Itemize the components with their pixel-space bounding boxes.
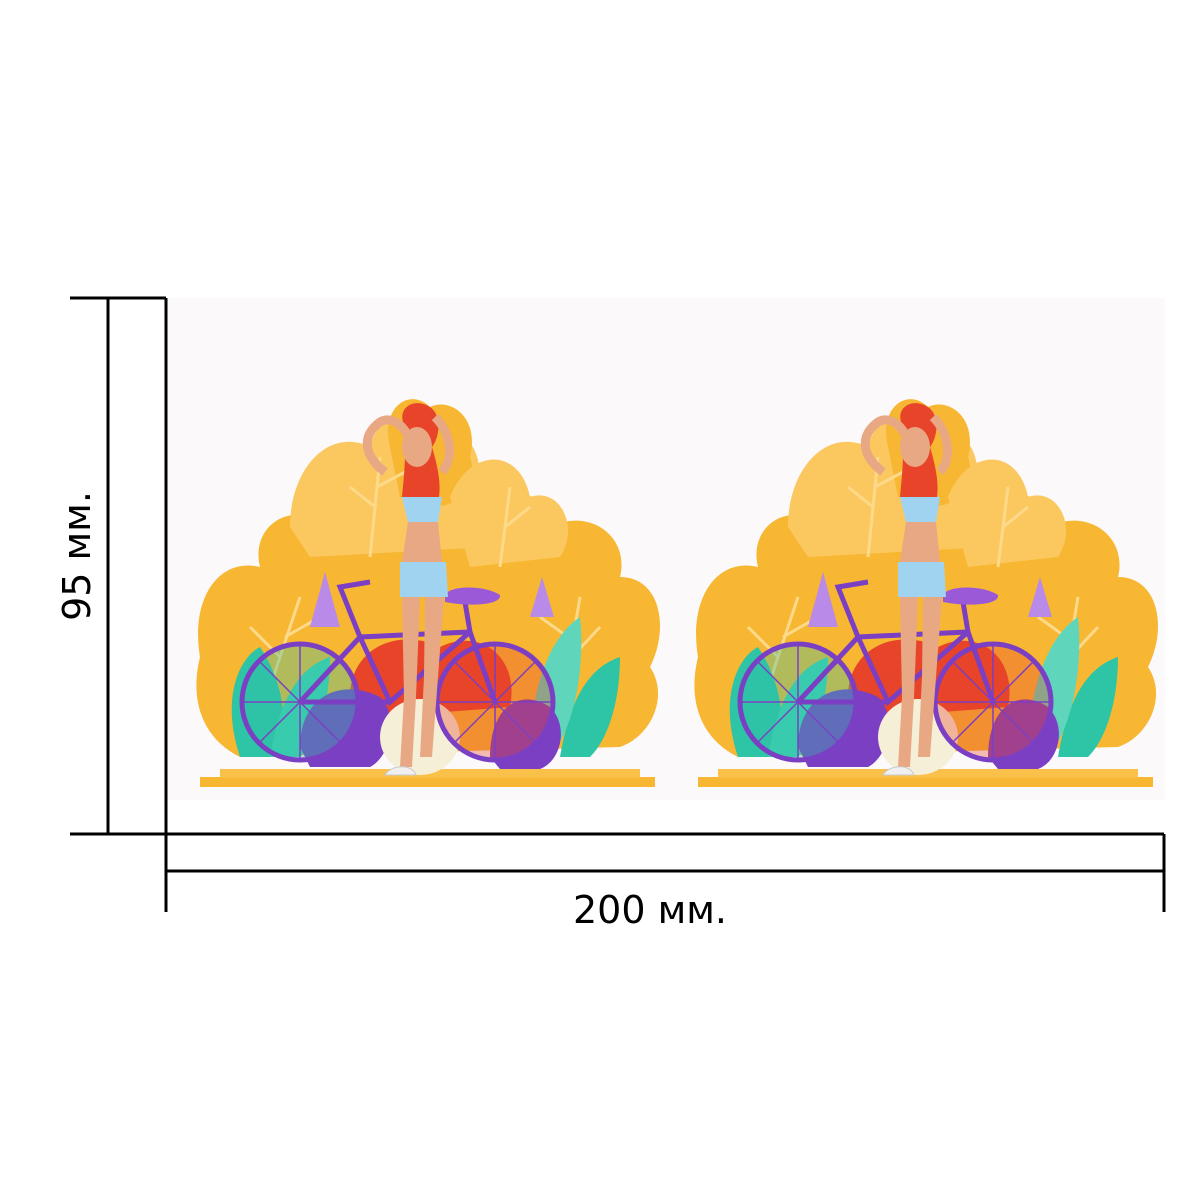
height-dimension-label: 95 мм. xyxy=(55,491,99,621)
width-dimension-label: 200 мм. xyxy=(572,888,728,932)
height-dimension-lines xyxy=(70,296,168,836)
width-dimension-lines xyxy=(164,832,1166,912)
